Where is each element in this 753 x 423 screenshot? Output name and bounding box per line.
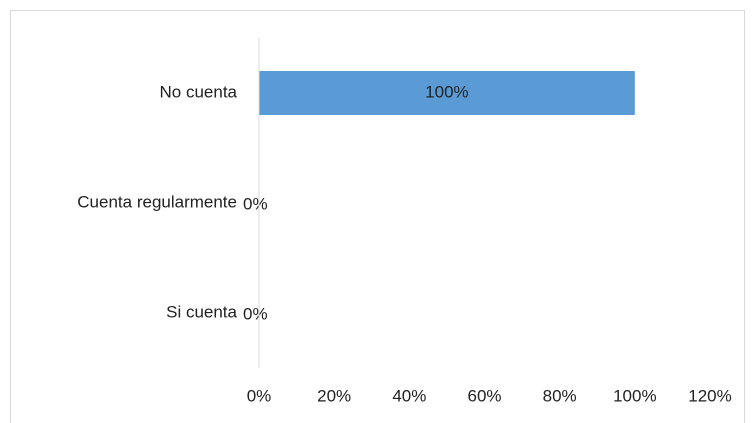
bar (259, 71, 635, 115)
x-tick-label: 20% (317, 386, 351, 405)
x-tick-label: 0% (247, 386, 272, 405)
data-label: 0% (243, 194, 268, 213)
data-label: 100% (425, 82, 468, 101)
x-tick-label: 80% (543, 386, 577, 405)
y-tick-label: Si cuenta (166, 302, 237, 321)
x-tick-label: 60% (467, 386, 501, 405)
chart-border (10, 10, 745, 423)
x-tick-label: 100% (613, 386, 656, 405)
x-tick-label: 120% (688, 386, 731, 405)
data-label: 0% (243, 304, 268, 323)
y-tick-label: Cuenta regularmente (77, 192, 237, 211)
y-tick-label: No cuenta (160, 82, 238, 101)
x-tick-label: 40% (392, 386, 426, 405)
